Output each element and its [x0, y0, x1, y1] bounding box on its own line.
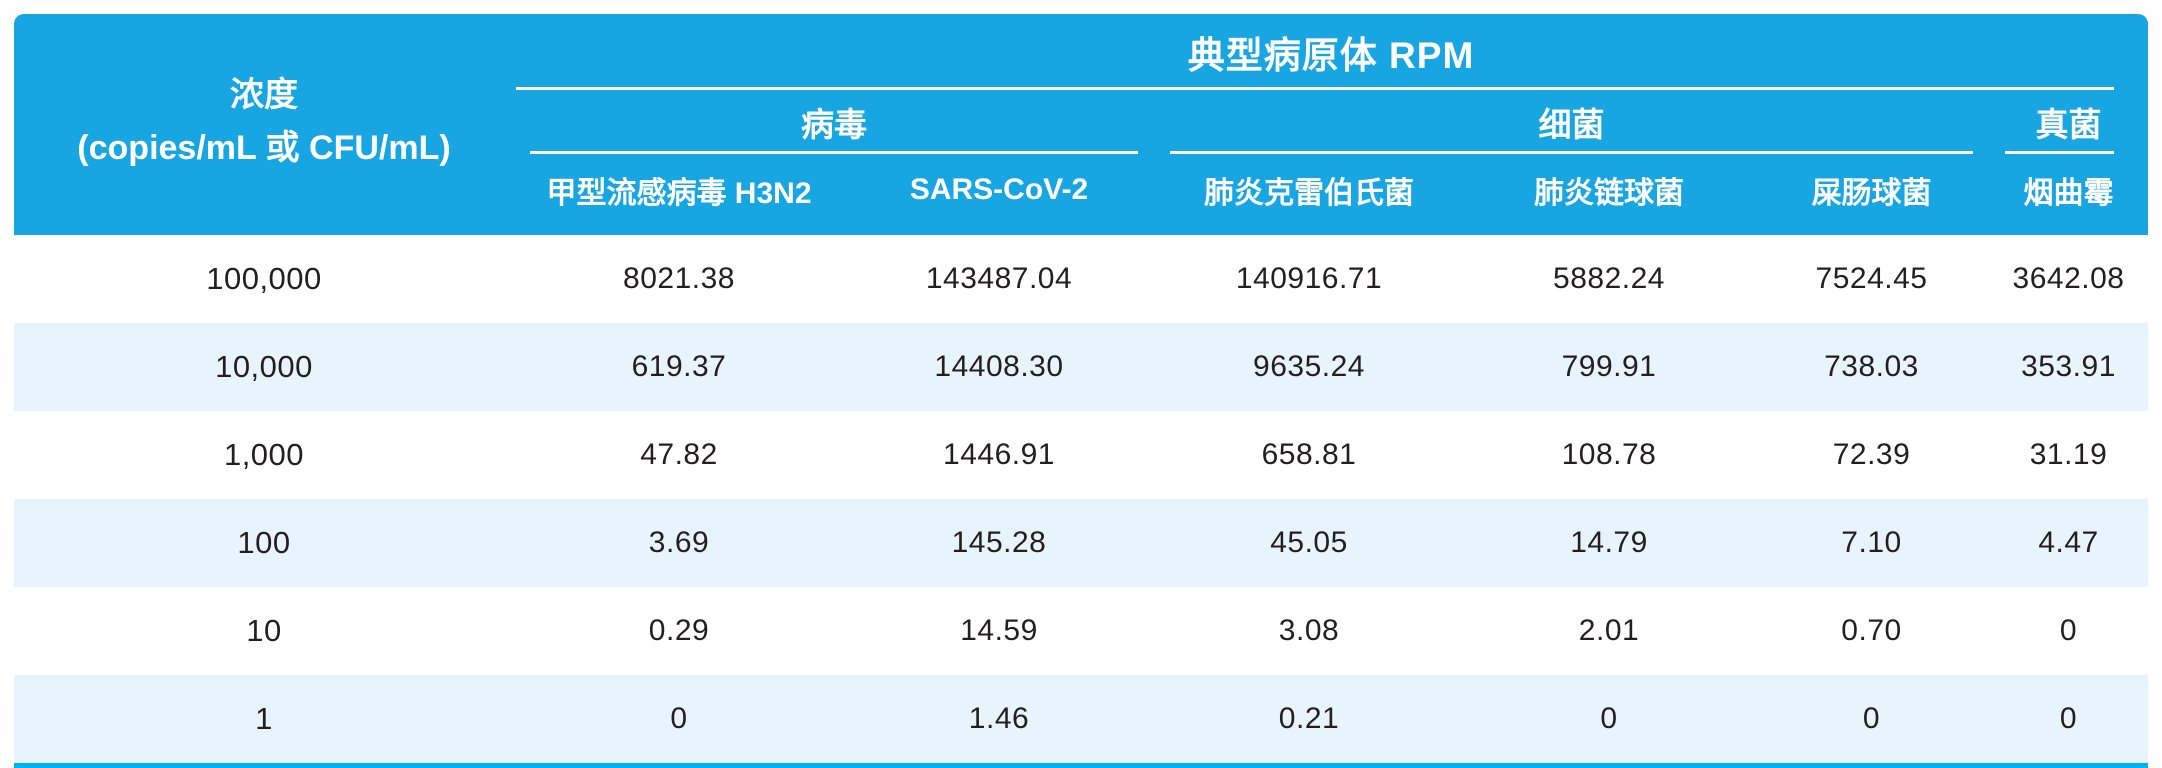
column-header-streptococcus-pneumoniae: 肺炎链球菌	[1464, 154, 1754, 235]
table-row-1: 1 0 1.46 0.21 0 0 0	[14, 675, 2148, 768]
group-header-bacteria: 细菌	[1154, 90, 1989, 154]
value-cell: 45.05	[1270, 526, 1348, 559]
value-cell: 143487.04	[925, 262, 1073, 295]
column-header-sars-cov-2: SARS-CoV-2	[844, 154, 1154, 235]
header-row-groups: 病毒 细菌 真菌	[14, 90, 2148, 154]
concentration-cell: 10,000	[215, 349, 313, 384]
value-cell: 0	[1989, 675, 2148, 768]
concentration-header: 浓度 (copies/mL 或 CFU/mL)	[14, 14, 514, 235]
table-body: 100,000 8021.38 143487.04 140916.71 5882…	[14, 235, 2148, 768]
pathogen-rpm-table: 浓度 (copies/mL 或 CFU/mL) 典型病原体 RPM 病毒 细菌 …	[14, 14, 2148, 768]
header-row-columns: 甲型流感病毒 H3N2 SARS-CoV-2 肺炎克雷伯氏菌 肺炎链球菌 屎肠球…	[14, 154, 2148, 235]
concentration-cell: 100,000	[206, 261, 322, 296]
column-header-influenza-h3n2: 甲型流感病毒 H3N2	[514, 154, 844, 235]
value-cell: 14.59	[960, 614, 1038, 647]
value-cell: 3.08	[1278, 614, 1340, 647]
group-header-virus: 病毒	[514, 90, 1154, 154]
value-cell: 14408.30	[934, 350, 1064, 383]
value-cell: 145.28	[951, 526, 1047, 559]
value-cell: 7.10	[1841, 526, 1902, 559]
concentration-header-line2: (copies/mL 或 CFU/mL)	[77, 129, 451, 167]
concentration-cell: 100	[237, 525, 291, 560]
value-cell: 658.81	[1261, 438, 1357, 471]
value-cell: 3.69	[648, 526, 710, 559]
table-row-100000: 100,000 8021.38 143487.04 140916.71 5882…	[14, 235, 2148, 323]
table-row-1000: 1,000 47.82 1446.91 658.81 108.78 72.39 …	[14, 411, 2148, 499]
value-cell: 0.21	[1154, 675, 1464, 768]
value-cell: 4.47	[2038, 526, 2099, 559]
column-header-enterococcus-faecium: 屎肠球菌	[1754, 154, 1989, 235]
header-row-main: 浓度 (copies/mL 或 CFU/mL) 典型病原体 RPM	[14, 14, 2148, 235]
value-cell: 1.46	[844, 675, 1154, 768]
value-cell: 3642.08	[2012, 262, 2125, 295]
column-header-aspergillus-fumigatus: 烟曲霉	[1989, 154, 2148, 235]
table-header: 浓度 (copies/mL 或 CFU/mL) 典型病原体 RPM 病毒 细菌 …	[14, 14, 2148, 235]
concentration-header-line1: 浓度	[230, 76, 298, 115]
table-row-10000: 10,000 619.37 14408.30 9635.24 799.91 73…	[14, 323, 2148, 411]
value-cell: 353.91	[2021, 350, 2116, 383]
table-row-10: 10 0.29 14.59 3.08 2.01 0.70 0	[14, 587, 2148, 675]
value-cell: 0	[1464, 675, 1754, 768]
value-cell: 14.79	[1570, 526, 1648, 559]
concentration-cell: 1	[14, 675, 514, 768]
value-cell: 738.03	[1824, 350, 1919, 383]
table-row-100: 100 3.69 145.28 45.05 14.79 7.10 4.47	[14, 499, 2148, 587]
concentration-cell: 10	[246, 613, 282, 648]
main-header-rpm: 典型病原体 RPM	[514, 14, 2148, 90]
group-header-fungus: 真菌	[1989, 90, 2148, 154]
value-cell: 0	[1754, 675, 1989, 768]
value-cell: 0	[2059, 614, 2078, 647]
value-cell: 7524.45	[1815, 262, 1928, 295]
value-cell: 619.37	[631, 350, 727, 383]
value-cell: 0.70	[1841, 614, 1902, 647]
value-cell: 8021.38	[623, 262, 735, 295]
data-table: 浓度 (copies/mL 或 CFU/mL) 典型病原体 RPM 病毒 细菌 …	[14, 14, 2148, 768]
value-cell: 0	[514, 675, 844, 768]
value-cell: 9635.24	[1253, 350, 1365, 383]
value-cell: 47.82	[640, 438, 718, 471]
value-cell: 72.39	[1832, 438, 1911, 471]
value-cell: 1446.91	[943, 438, 1055, 471]
value-cell: 108.78	[1561, 438, 1657, 471]
column-header-klebsiella-pneumoniae: 肺炎克雷伯氏菌	[1154, 154, 1464, 235]
value-cell: 31.19	[2029, 438, 2108, 471]
concentration-cell: 1,000	[223, 437, 305, 472]
value-cell: 140916.71	[1235, 262, 1383, 295]
value-cell: 0.29	[648, 614, 710, 647]
value-cell: 799.91	[1561, 350, 1657, 383]
value-cell: 2.01	[1578, 614, 1640, 647]
value-cell: 5882.24	[1553, 262, 1665, 295]
